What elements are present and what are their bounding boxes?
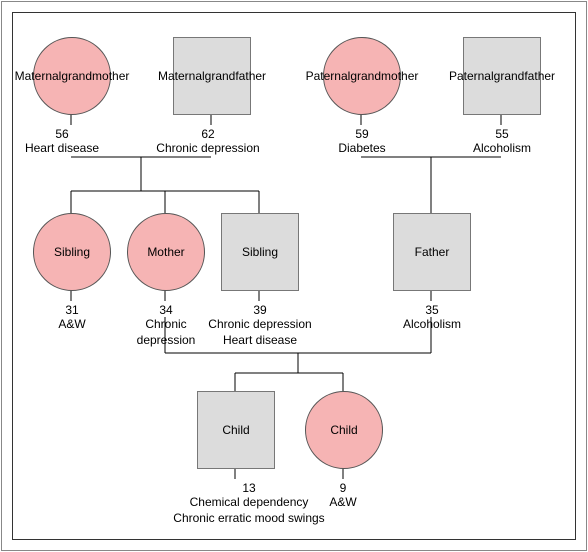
node-mom: Mother bbox=[127, 213, 205, 291]
node-pgf: Paternalgrandfather bbox=[463, 37, 541, 115]
node-ch1: Child bbox=[197, 391, 275, 469]
note-ch2: A&W bbox=[313, 495, 373, 511]
node-pgm: Paternalgrandmother bbox=[323, 37, 401, 115]
note-mgf: Chronic depression bbox=[143, 141, 273, 157]
note-pgf: Alcoholism bbox=[437, 141, 567, 157]
node-sib2: Sibling bbox=[221, 213, 299, 291]
node-sib1: Sibling bbox=[33, 213, 111, 291]
note-dad: Alcoholism bbox=[367, 317, 497, 333]
note-mgm: Heart disease bbox=[0, 141, 127, 157]
genogram-canvas: Maternalgrandmother56Heart diseaseMatern… bbox=[12, 12, 576, 540]
outer-frame: Maternalgrandmother56Heart diseaseMatern… bbox=[1, 1, 587, 551]
note-pgm: Diabetes bbox=[297, 141, 427, 157]
node-mgf: Maternalgrandfather bbox=[173, 37, 251, 115]
note-sib2: Chronic depressionHeart disease bbox=[195, 317, 325, 348]
node-dad: Father bbox=[393, 213, 471, 291]
node-mgm: Maternalgrandmother bbox=[33, 37, 111, 115]
node-ch2: Child bbox=[305, 391, 383, 469]
